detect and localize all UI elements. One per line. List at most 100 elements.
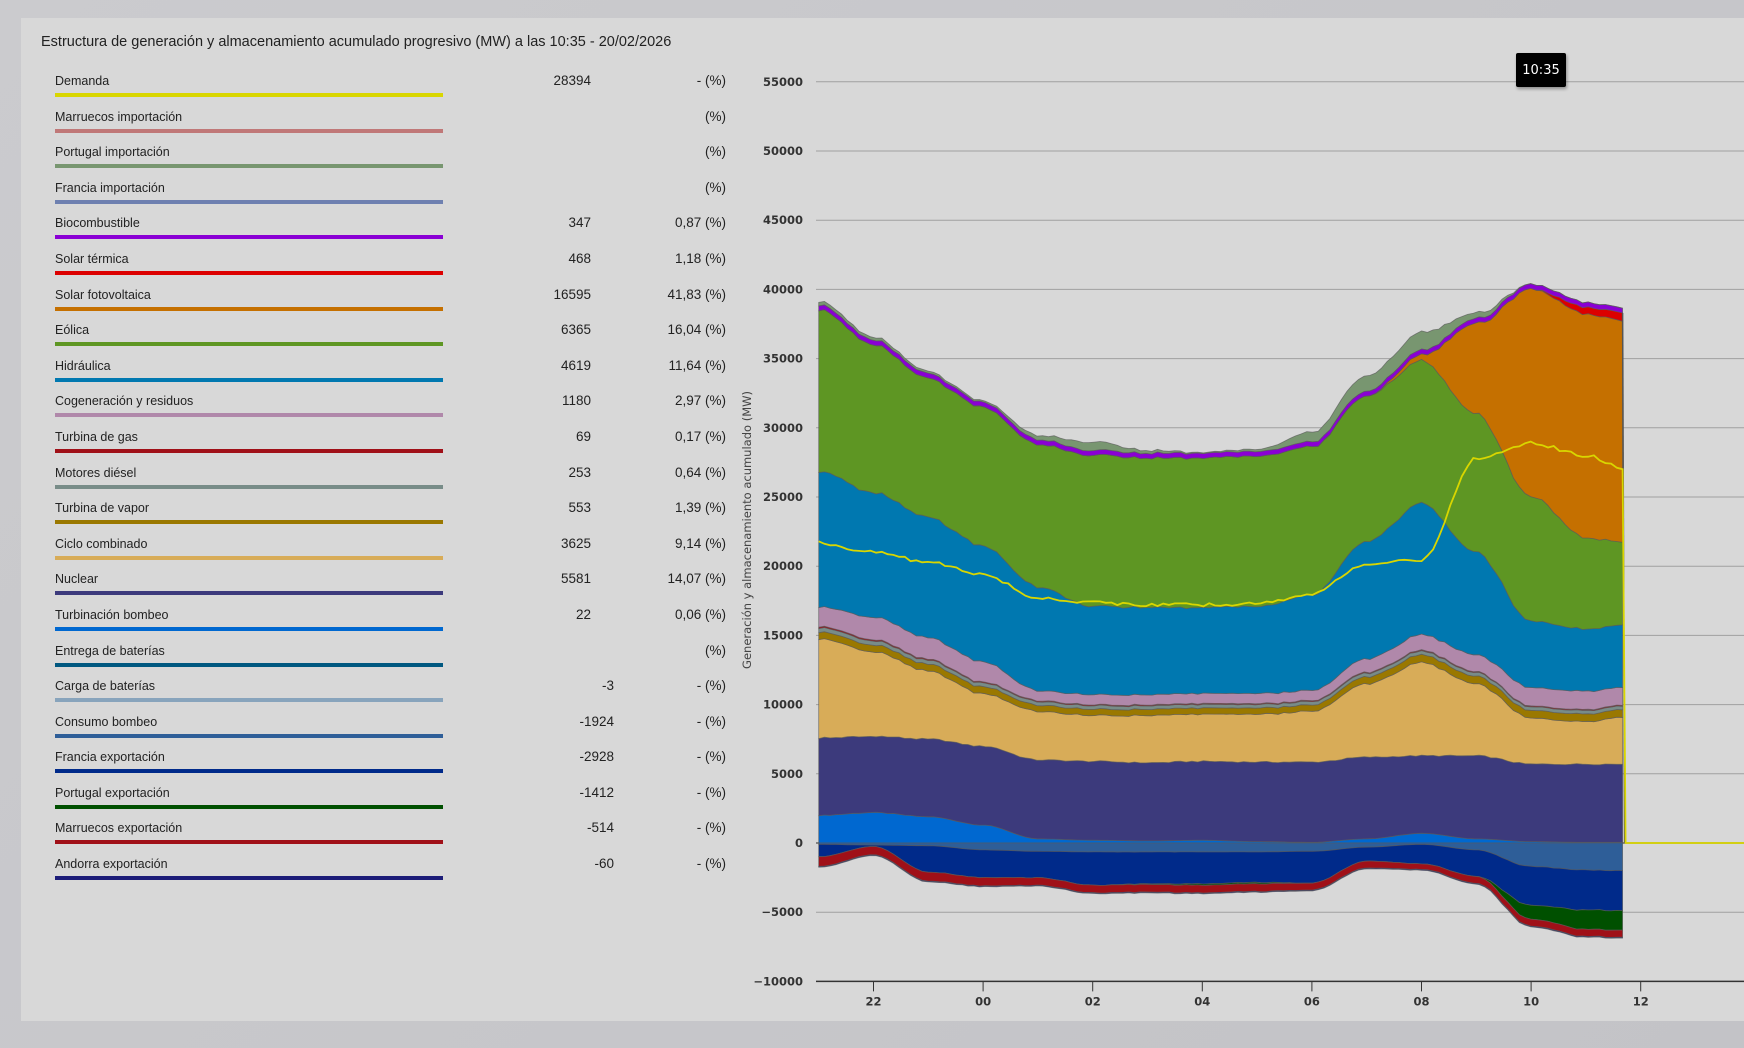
legend-label: Portugal exportación [55,785,170,800]
legend: Demanda 28394 - (%) Marruecos importación (%… [55,68,745,887]
legend-value: 253 [568,464,591,480]
x-tick-label: 10 [1523,994,1539,1008]
legend-color-line [55,698,443,703]
legend-percent: 2,97 (%) [674,393,726,409]
legend-percent: 0,64 (%) [674,464,726,480]
legend-percent: 41,83 (%) [667,286,726,302]
legend-color-line [55,93,443,97]
area-andorra-exp[interactable] [818,854,1623,939]
x-tick-label: 04 [1194,994,1210,1008]
legend-label: Solar fotovoltaica [55,287,151,302]
legend-percent: - (%) [696,73,726,88]
legend-value: -1412 [579,784,614,800]
legend-item-portugal-imp[interactable]: Portugal importación (%) [55,139,745,175]
legend-item-solar-fv[interactable]: Solar fotovoltaica 16595 41,83 (%) [55,282,745,318]
legend-percent: 1,39 (%) [674,500,726,516]
legend-color-line [55,306,443,311]
y-tick-label: 15000 [763,628,803,642]
legend-label: Francia exportación [55,750,165,765]
legend-item-solar-termica[interactable]: Solar térmica 468 1,18 (%) [55,246,745,282]
legend-value: -2928 [579,749,614,765]
y-tick-label: 25000 [763,490,803,504]
legend-color-line [55,235,443,240]
chart-title: Estructura de generación y almacenamient… [41,34,672,50]
legend-percent: - (%) [696,678,726,694]
legend-label: Consumo bombeo [55,714,158,729]
legend-percent: - (%) [696,713,726,729]
legend-item-turbinacion-bombeo[interactable]: Turbinación bombeo 22 0,06 (%) [55,602,745,638]
legend-color-line [55,413,443,418]
legend-item-turbina-vapor[interactable]: Turbina de vapor 553 1,39 (%) [55,495,745,531]
legend-color-line [55,840,443,845]
legend-color-line [55,876,443,881]
legend-color-line [55,804,443,809]
legend-value: -60 [594,856,614,872]
legend-value: 553 [568,500,591,516]
legend-percent: 1,18 (%) [674,250,726,266]
legend-label: Cogeneración y residuos [55,394,194,409]
legend-color-line [55,769,443,774]
legend-value: -3 [601,678,614,694]
legend-item-motores-diesel[interactable]: Motores diésel 253 0,64 (%) [55,460,745,496]
legend-value: 69 [575,428,591,444]
legend-color-line [55,555,443,560]
demand-line[interactable] [818,440,1744,844]
legend-item-marruecos-imp[interactable]: Marruecos importación (%) [55,104,745,140]
legend-label: Eólica [55,323,90,338]
legend-item-hidraulica[interactable]: Hidráulica 4619 11,64 (%) [55,353,745,389]
legend-color-line [55,377,443,382]
legend-item-biocombustible[interactable]: Biocombustible 347 0,87 (%) [55,210,745,246]
legend-value: 28394 [553,73,591,88]
legend-label: Andorra exportación [55,857,168,872]
legend-item-cogeneracion[interactable]: Cogeneración y residuos 1180 2,97 (%) [55,388,745,424]
legend-item-andorra-exp[interactable]: Andorra exportación -60 - (%) [55,851,745,887]
legend-item-entrega-baterias[interactable]: Entrega de baterías (%) [55,638,745,674]
x-tick-label: 08 [1413,994,1429,1008]
legend-item-nuclear[interactable]: Nuclear 5581 14,07 (%) [55,566,745,602]
legend-value: 22 [575,606,591,622]
legend-percent: 0,06 (%) [674,606,726,622]
legend-item-francia-exp[interactable]: Francia exportación -2928 - (%) [55,744,745,780]
legend-label: Solar térmica [55,251,129,266]
legend-item-ciclo-combinado[interactable]: Ciclo combinado 3625 9,14 (%) [55,531,745,567]
x-tick-label: 06 [1304,994,1320,1008]
legend-item-francia-imp[interactable]: Francia importación (%) [55,175,745,211]
legend-value: 5581 [560,571,591,587]
legend-color-line [55,128,443,133]
legend-percent: (%) [705,108,726,124]
y-tick-label: −10000 [753,974,803,988]
legend-item-consumo-bombeo[interactable]: Consumo bombeo -1924 - (%) [55,709,745,745]
legend-label: Demanda [55,74,110,88]
legend-item-turbina-gas[interactable]: Turbina de gas 69 0,17 (%) [55,424,745,460]
y-tick-label: 35000 [763,352,803,366]
legend-color-line [55,448,443,453]
area-portugal-imp[interactable] [818,283,1623,455]
legend-percent: 9,14 (%) [674,535,726,551]
legend-color-line [55,733,443,738]
legend-color-line [55,342,443,347]
legend-value: -514 [586,820,614,836]
time-tooltip: 10:35 [1516,53,1566,87]
y-tick-label: 20000 [763,559,803,573]
axes: 5500050000450004000035000300002500020000… [753,75,1744,1008]
x-tick-label: 12 [1633,994,1649,1008]
legend-item-portugal-exp[interactable]: Portugal exportación -1412 - (%) [55,780,745,816]
legend-percent: 0,17 (%) [674,428,726,444]
legend-value: -1924 [579,713,614,729]
legend-value: 3625 [560,535,591,551]
x-tick-label: 02 [1085,994,1101,1008]
legend-value: 347 [568,215,591,231]
y-axis-label: Generación y almacenamiento acumulado (M… [740,391,754,669]
legend-item-demanda[interactable]: Demanda 28394 - (%) [55,68,745,104]
legend-label: Turbinación bombeo [55,607,169,622]
legend-percent: (%) [705,642,726,658]
legend-label: Francia importación [55,180,165,195]
legend-item-eolica[interactable]: Eólica 6365 16,04 (%) [55,317,745,353]
legend-item-carga-baterias[interactable]: Carga de baterías -3 - (%) [55,673,745,709]
legend-item-marruecos-exp[interactable]: Marruecos exportación -514 - (%) [55,815,745,851]
legend-label: Motores diésel [55,465,137,480]
legend-color-line [55,164,443,169]
y-tick-label: 40000 [763,282,803,296]
y-tick-label: 50000 [763,144,803,158]
